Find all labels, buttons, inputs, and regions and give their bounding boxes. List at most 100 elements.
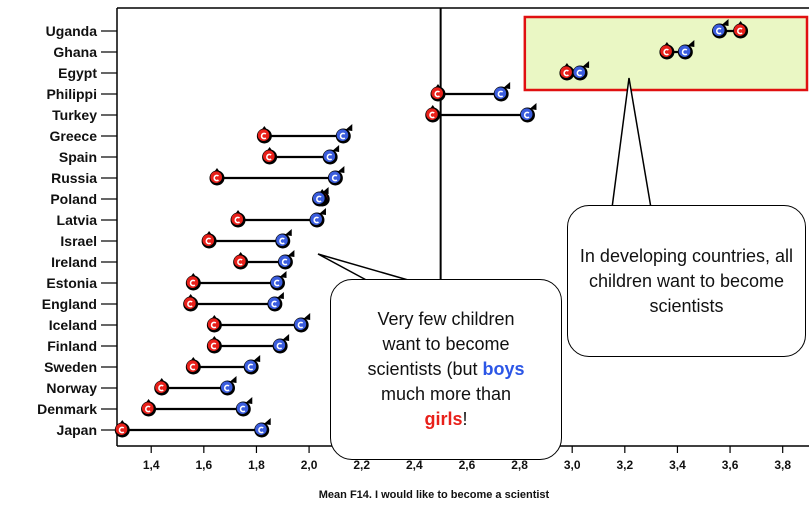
girl-point: [209, 168, 225, 186]
boy-point: [309, 208, 326, 228]
connector-lines: [122, 29, 741, 432]
country-label: Ireland: [51, 254, 97, 270]
marker-arrow: [245, 397, 253, 404]
marker-glyph: [497, 90, 504, 98]
marker-dot: [336, 129, 349, 141]
country-label: Israel: [60, 233, 97, 249]
country-label: Sweden: [44, 359, 97, 375]
boy-point: [235, 397, 253, 417]
marker-arrow: [263, 418, 271, 425]
marker-dot: [141, 402, 154, 414]
marker-glyph: [663, 48, 669, 56]
marker-dot: [276, 234, 288, 246]
callout-few-wrap-guide: [367, 290, 524, 447]
x-tick-label: 1,4: [143, 458, 160, 472]
marker-glyph: [681, 48, 688, 56]
country-label: Russia: [51, 170, 97, 186]
marker-dot: [184, 297, 196, 309]
callout-boys-word: boys: [482, 359, 525, 379]
marker-dot: [155, 381, 167, 393]
marker-dot: [278, 255, 291, 267]
boy-point: [293, 313, 311, 333]
marker-arrow: [582, 61, 590, 68]
x-tick-label: 1,8: [248, 458, 265, 472]
marker-dot: [255, 423, 267, 435]
marker-dot: [263, 150, 275, 162]
boy-point: [572, 61, 590, 81]
marker-dot: [234, 255, 246, 267]
marker-glyph: [189, 279, 196, 287]
marker-dot: [220, 381, 233, 393]
x-tick-label: 3,8: [774, 458, 791, 472]
boy-point: [243, 355, 261, 375]
x-tick-label: 2,4: [406, 458, 423, 472]
marker-glyph: [210, 321, 217, 329]
girl-point: [114, 420, 130, 438]
marker-dot: [210, 171, 222, 183]
marker-dot: [236, 402, 249, 414]
marker-glyph: [326, 153, 333, 161]
x-tick-label: 3,0: [564, 458, 581, 472]
callout-few-middle: much more than: [380, 384, 512, 404]
marker-arrow: [284, 229, 292, 236]
callout-few-suffix: !: [462, 409, 468, 429]
marker-glyph: [434, 90, 441, 98]
country-label: Poland: [50, 191, 97, 207]
x-tick-label: 2,6: [459, 458, 476, 472]
marker-glyph: [237, 258, 243, 266]
callout-few-prefix: Very few children want to become scienti…: [367, 309, 515, 379]
marker-glyph: [276, 342, 283, 350]
callout-girls-word: girls: [424, 409, 463, 429]
marker-dot: [560, 66, 572, 78]
marker-arrow: [253, 355, 261, 362]
girl-point: [141, 399, 157, 417]
marker-glyph: [205, 237, 212, 245]
country-label: Ghana: [53, 44, 97, 60]
girl-point: [233, 252, 249, 270]
marker-dot: [268, 297, 280, 309]
girl-point: [256, 126, 272, 144]
x-tick-label: 1,6: [195, 458, 212, 472]
marker-dot: [313, 192, 325, 204]
country-label: England: [42, 296, 97, 312]
marker-arrow: [687, 40, 695, 47]
boy-point: [267, 292, 284, 312]
girl-point: [201, 231, 217, 249]
girl-point: [430, 84, 446, 102]
girl-point: [185, 357, 201, 375]
marker-arrow: [282, 334, 290, 341]
boy-point: [493, 82, 511, 102]
boy-point: [335, 124, 353, 144]
girl-point: [154, 378, 170, 396]
x-ticks: 1,4 1,6 1,8 2,0 2,2 2,4 2,6 2,8 3,0 3,2 3,4 3,6 3,8: [143, 446, 791, 472]
boy-point: [312, 187, 329, 207]
marker-glyph: [339, 132, 346, 140]
country-label: Egypt: [58, 65, 97, 81]
marker-dot: [310, 213, 322, 225]
x-tick-label: 2,8: [511, 458, 528, 472]
marker-glyph: [716, 27, 722, 35]
marker-dot: [323, 150, 336, 162]
marker-glyph: [271, 300, 277, 308]
callout-few-pointer: [317, 253, 416, 283]
boy-point: [322, 145, 340, 165]
marker-glyph: [279, 237, 285, 245]
marker-glyph: [316, 195, 322, 203]
girl-point: [206, 315, 222, 333]
marker-arrow: [229, 376, 237, 383]
marker-dot: [231, 213, 244, 225]
marker-arrow: [529, 103, 537, 110]
marker-dot: [520, 108, 533, 120]
marker-glyph: [145, 405, 151, 413]
x-tick-label: 2,0: [301, 458, 318, 472]
boy-point: [677, 40, 695, 60]
boy-point: [519, 103, 537, 123]
marker-dot: [244, 360, 257, 372]
marker-dot: [494, 87, 507, 99]
marker-glyph: [189, 363, 196, 371]
marker-glyph: [313, 216, 319, 224]
country-label: Greece: [50, 128, 98, 144]
girl-point: [262, 147, 278, 165]
marker-glyph: [297, 321, 304, 329]
